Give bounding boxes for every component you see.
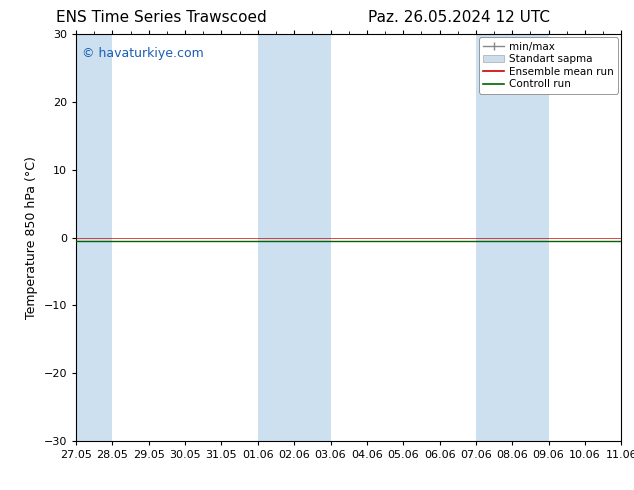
Y-axis label: Temperature 850 hPa (°C): Temperature 850 hPa (°C) bbox=[25, 156, 38, 319]
Text: Paz. 26.05.2024 12 UTC: Paz. 26.05.2024 12 UTC bbox=[368, 10, 550, 25]
Bar bbox=[76, 34, 112, 441]
Legend: min/max, Standart sapma, Ensemble mean run, Controll run: min/max, Standart sapma, Ensemble mean r… bbox=[479, 37, 618, 94]
Text: © havaturkiye.com: © havaturkiye.com bbox=[82, 47, 204, 59]
Bar bbox=[258, 34, 330, 441]
Text: ENS Time Series Trawscoed: ENS Time Series Trawscoed bbox=[56, 10, 266, 25]
Bar bbox=[476, 34, 548, 441]
